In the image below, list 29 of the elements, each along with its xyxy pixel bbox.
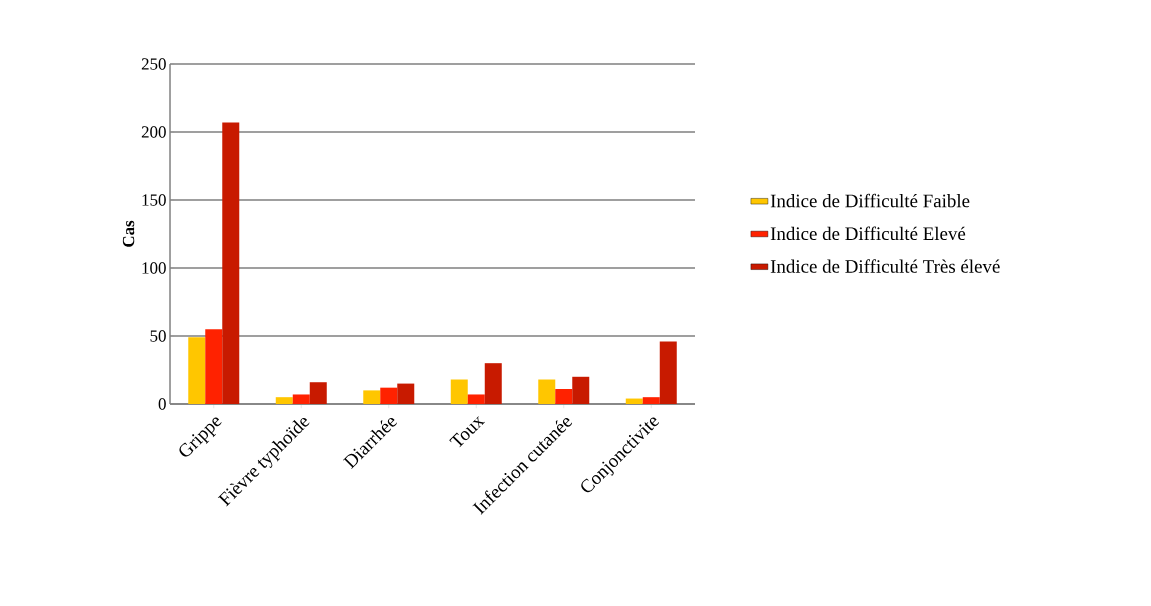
bar bbox=[572, 376, 590, 404]
bar bbox=[397, 383, 415, 404]
bar bbox=[625, 398, 643, 404]
y-axis-title: Cas bbox=[122, 220, 135, 247]
bar bbox=[188, 337, 206, 404]
legend-label: Indice de Difficulté Faible bbox=[770, 193, 970, 208]
bar bbox=[222, 122, 240, 404]
bar bbox=[484, 363, 502, 404]
y-tick-label: 200 bbox=[141, 126, 166, 138]
bar bbox=[309, 382, 327, 404]
y-tick-label: 100 bbox=[142, 262, 166, 274]
bar bbox=[380, 387, 398, 404]
bar bbox=[205, 329, 223, 404]
y-tick-label: 50 bbox=[150, 330, 166, 342]
bar bbox=[538, 379, 556, 404]
bar bbox=[642, 397, 660, 404]
legend-label: Indice de Difficulté Très élevé bbox=[770, 259, 1000, 273]
y-tick-label: 150 bbox=[142, 194, 166, 206]
bar bbox=[450, 379, 468, 404]
bar bbox=[659, 341, 677, 404]
bar bbox=[292, 394, 310, 404]
bar bbox=[555, 389, 573, 404]
bar bbox=[275, 397, 293, 404]
bar bbox=[363, 390, 381, 404]
bar bbox=[467, 394, 485, 404]
x-tick-label: Toux bbox=[449, 416, 485, 448]
legend-label: Indice de Difficulté Elevé bbox=[770, 226, 966, 241]
y-tick-label: 250 bbox=[141, 58, 166, 70]
y-tick-label: 0 bbox=[158, 398, 166, 410]
